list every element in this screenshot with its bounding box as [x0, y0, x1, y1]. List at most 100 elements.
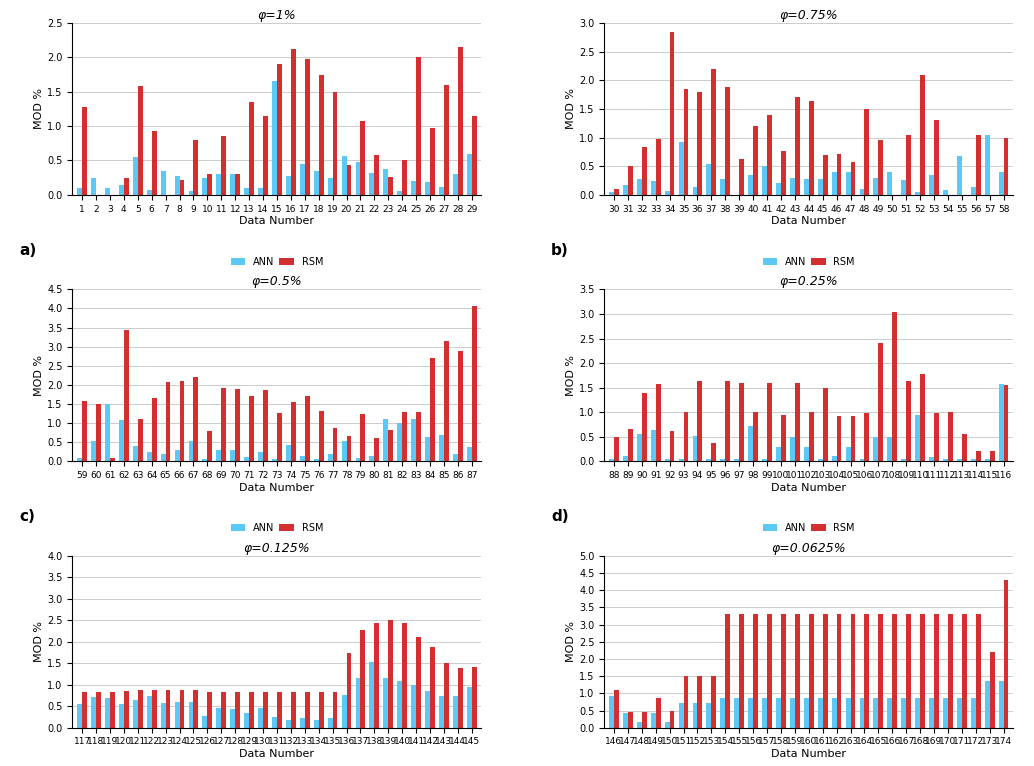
Bar — [467, 154, 472, 195]
Bar — [208, 174, 212, 195]
Bar — [706, 703, 711, 728]
Bar — [249, 102, 254, 195]
Bar — [425, 437, 430, 461]
Bar — [962, 434, 967, 461]
Bar — [790, 437, 795, 461]
Bar — [906, 136, 911, 195]
Bar — [1004, 580, 1008, 728]
Bar — [790, 698, 795, 728]
Bar — [124, 691, 129, 728]
Bar — [656, 698, 661, 728]
Bar — [384, 419, 388, 461]
Bar — [777, 183, 781, 195]
Bar — [175, 175, 180, 195]
Bar — [110, 692, 115, 728]
Bar — [138, 87, 143, 195]
Bar — [444, 341, 449, 461]
Bar — [943, 459, 948, 461]
Bar — [739, 383, 744, 461]
Bar — [892, 614, 898, 728]
Bar — [851, 416, 855, 461]
Bar — [416, 637, 421, 728]
Bar — [803, 447, 809, 461]
Bar — [416, 57, 421, 195]
Bar — [693, 703, 698, 728]
Bar — [328, 718, 333, 728]
Legend: ANN, RSM: ANN, RSM — [761, 521, 857, 535]
Bar — [762, 698, 767, 728]
Bar — [920, 74, 925, 195]
Bar — [356, 162, 361, 195]
Bar — [781, 151, 786, 195]
Bar — [930, 698, 934, 728]
Bar — [472, 306, 477, 461]
Bar — [472, 666, 477, 728]
Bar — [725, 381, 730, 461]
Bar — [999, 681, 1004, 728]
Bar — [711, 69, 717, 195]
Bar — [430, 128, 435, 195]
Bar — [193, 140, 199, 195]
Bar — [739, 159, 744, 195]
Bar — [874, 698, 878, 728]
Bar — [628, 430, 633, 461]
Bar — [300, 164, 305, 195]
Bar — [753, 126, 758, 195]
Y-axis label: MOD %: MOD % — [567, 621, 576, 663]
Bar — [846, 172, 851, 195]
Bar — [637, 178, 642, 195]
Bar — [374, 437, 379, 461]
Bar — [203, 178, 208, 195]
Bar — [790, 178, 795, 195]
Bar — [346, 165, 352, 195]
Bar — [831, 457, 837, 461]
Bar — [147, 452, 152, 461]
Bar — [943, 190, 948, 195]
Bar — [244, 712, 249, 728]
Bar — [930, 175, 934, 195]
Bar — [767, 614, 772, 728]
Bar — [277, 64, 282, 195]
Bar — [180, 180, 184, 195]
Bar — [105, 404, 110, 461]
Bar — [678, 703, 683, 728]
Bar — [318, 692, 324, 728]
Bar — [124, 330, 129, 461]
Bar — [971, 459, 976, 461]
Title: φ=0.0625%: φ=0.0625% — [771, 542, 846, 555]
Bar — [956, 156, 962, 195]
Bar — [453, 174, 458, 195]
Bar — [341, 696, 346, 728]
Bar — [971, 698, 976, 728]
Bar — [777, 447, 781, 461]
Bar — [948, 614, 952, 728]
Bar — [956, 698, 962, 728]
Bar — [272, 460, 277, 461]
Title: φ=0.25%: φ=0.25% — [780, 275, 839, 288]
Bar — [624, 185, 628, 195]
Bar — [384, 678, 388, 728]
Bar — [188, 191, 193, 195]
Bar — [384, 169, 388, 195]
Bar — [216, 708, 221, 728]
Bar — [767, 115, 772, 195]
Bar — [369, 173, 374, 195]
Bar — [762, 166, 767, 195]
Title: φ=0.5%: φ=0.5% — [251, 275, 302, 288]
Bar — [698, 92, 702, 195]
Bar — [698, 381, 702, 461]
Bar — [208, 692, 212, 728]
Bar — [999, 172, 1004, 195]
Bar — [976, 451, 980, 461]
Bar — [82, 692, 87, 728]
Bar — [609, 459, 614, 461]
Bar — [920, 614, 925, 728]
Bar — [82, 107, 87, 195]
Bar — [341, 155, 346, 195]
Bar — [749, 426, 753, 461]
Text: a): a) — [20, 243, 36, 258]
Bar — [642, 392, 646, 461]
Bar — [795, 383, 799, 461]
Bar — [971, 188, 976, 195]
Bar — [990, 652, 995, 728]
